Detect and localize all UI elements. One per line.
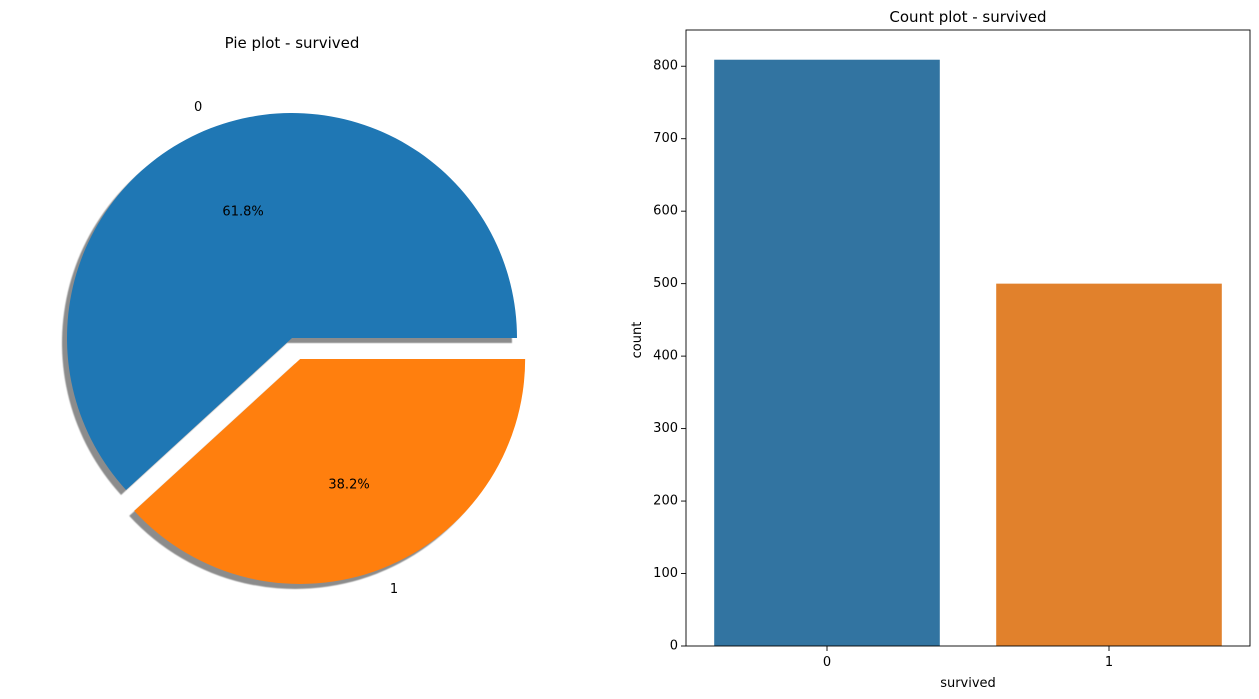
y-tick-label-200: 200 — [653, 494, 678, 509]
pie-chart: Pie plot - survived 0 61.8% 1 38.2% — [62, 34, 526, 597]
pie-category-label-1: 1 — [390, 582, 398, 597]
bars — [714, 59, 1222, 646]
pie-slice-1 — [134, 358, 526, 584]
x-tick-label-1: 1 — [1105, 655, 1113, 670]
y-tick-label-100: 100 — [653, 566, 678, 581]
bar-chart: Count plot - survived 010020030040050060… — [630, 8, 1251, 691]
y-axis-ticks: 0 100 200 300 400 500 600 700 800 — [653, 59, 686, 654]
pie-slice-0 — [67, 113, 518, 490]
pie-category-label-0: 0 — [194, 100, 202, 115]
y-tick-label-300: 300 — [653, 421, 678, 436]
pie-slices — [67, 113, 526, 584]
y-tick-label-800: 800 — [653, 59, 678, 74]
pie-title: Pie plot - survived — [225, 34, 360, 52]
x-axis-label: survived — [940, 676, 996, 691]
bar-title: Count plot - survived — [889, 8, 1046, 26]
y-tick-label-600: 600 — [653, 204, 678, 219]
pie-labels: 0 61.8% 1 38.2% — [194, 100, 398, 597]
y-tick-label-500: 500 — [653, 276, 678, 291]
pie-percent-label-0: 61.8% — [222, 205, 263, 220]
pie-percent-label-1: 38.2% — [328, 477, 369, 492]
y-tick-label-400: 400 — [653, 349, 678, 364]
bar-1 — [996, 283, 1222, 646]
bar-0 — [714, 59, 940, 646]
y-tick-label-0: 0 — [670, 639, 678, 654]
y-tick-label-700: 700 — [653, 131, 678, 146]
y-axis-label: count — [630, 322, 645, 359]
plot-frame — [685, 29, 1251, 647]
x-tick-label-0: 0 — [823, 655, 831, 670]
